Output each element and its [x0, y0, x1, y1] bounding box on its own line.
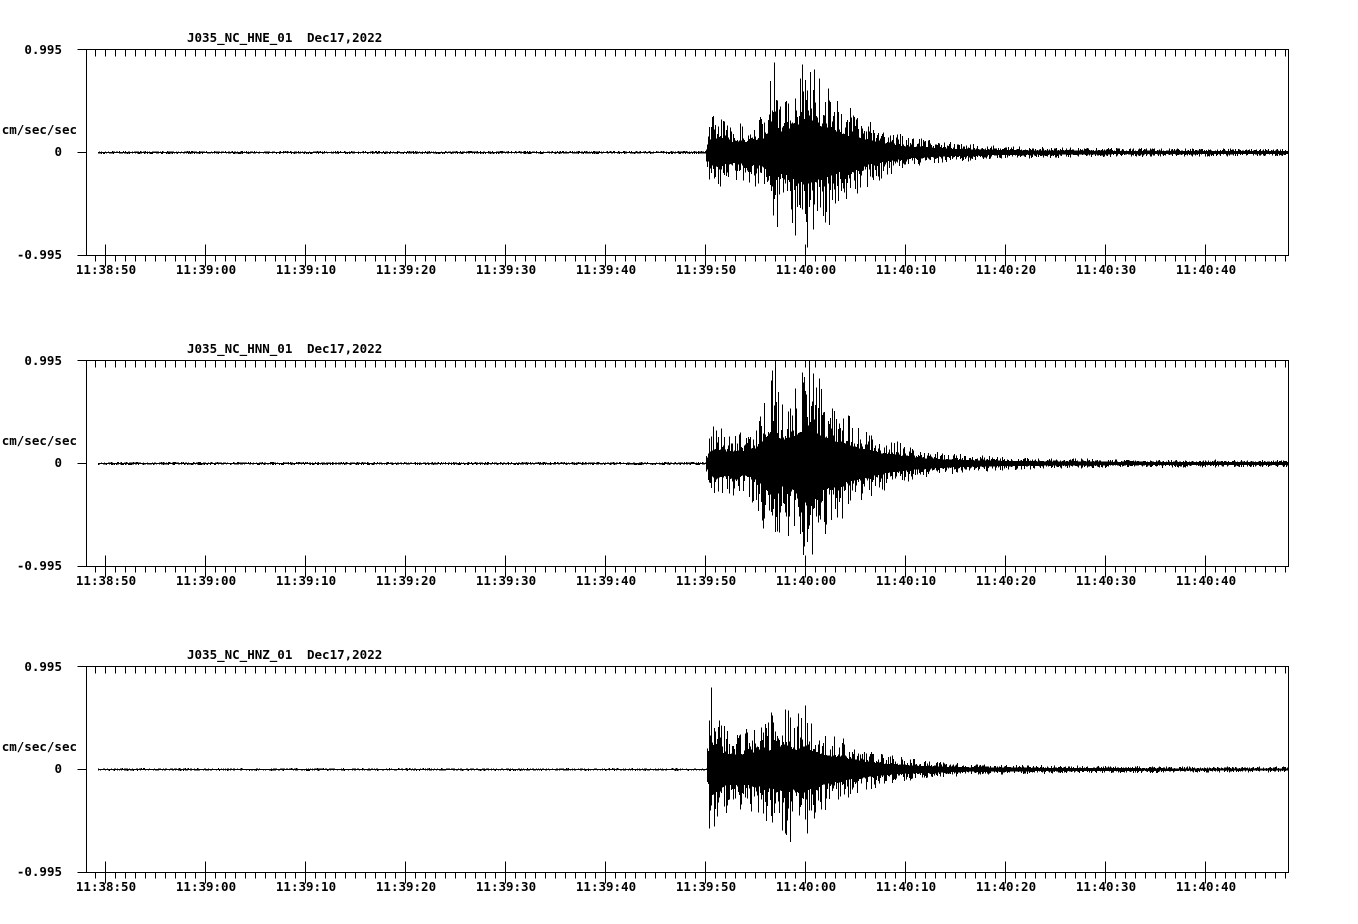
- y-axis-max-label: 0.995: [24, 353, 62, 368]
- y-axis-ticks: [77, 49, 87, 256]
- x-axis-tick-label: 11:39:10: [275, 262, 337, 277]
- waveform-trace: [98, 69, 1288, 230]
- panel-title-date: Dec17,2022: [307, 30, 383, 45]
- panel-title-date: Dec17,2022: [307, 647, 383, 662]
- seismogram-panel-hnz: J035_NC_HNZ_01 Dec17,2022 0.995 cm/sec/s…: [0, 617, 1358, 924]
- top-axis-ticks: [95, 666, 1286, 674]
- seismogram-plot-hnn: [77, 360, 1289, 578]
- y-axis-zero-label: 0: [54, 455, 62, 470]
- seismogram-panel-hnn: J035_NC_HNN_01 Dec17,2022 0.995 cm/sec/s…: [0, 311, 1358, 619]
- x-axis-tick-label: 11:38:50: [75, 262, 137, 277]
- panel-title-station: J035_NC_HNE_01: [187, 30, 293, 45]
- x-axis-tick-label: 11:40:10: [875, 262, 937, 277]
- waveform-spikes: [774, 62, 830, 248]
- waveform-trace: [98, 373, 1288, 555]
- x-axis-tick-label: 11:39:20: [375, 262, 437, 277]
- x-axis-tick-label: 11:40:00: [775, 879, 837, 894]
- x-axis-tick-label: 11:39:20: [375, 879, 437, 894]
- x-axis-tick-label: 11:39:20: [375, 573, 437, 588]
- x-axis-tick-label: 11:39:30: [475, 573, 537, 588]
- y-axis-min-label: -0.995: [16, 864, 62, 879]
- waveform-trace: [98, 710, 1288, 835]
- x-axis-tick-label: 11:39:40: [575, 262, 637, 277]
- plot-border: [86, 49, 1289, 256]
- x-axis-tick-label: 11:40:30: [1075, 879, 1137, 894]
- y-axis-ticks: [77, 360, 87, 567]
- y-axis-min-label: -0.995: [16, 247, 62, 262]
- y-axis-max-label: 0.995: [24, 42, 62, 57]
- waveform-spikes: [711, 687, 808, 842]
- x-axis-tick-label: 11:39:10: [275, 573, 337, 588]
- panel-title-station: J035_NC_HNN_01: [187, 341, 293, 356]
- y-axis-zero-label: 0: [54, 144, 62, 159]
- x-axis-tick-label: 11:38:50: [75, 573, 137, 588]
- x-axis-minor-ticks: [95, 872, 1286, 879]
- x-axis-tick-label: 11:39:00: [175, 262, 237, 277]
- x-axis-tick-label: 11:38:50: [75, 879, 137, 894]
- y-axis-ticks: [77, 666, 87, 873]
- x-axis-tick-label: 11:40:00: [775, 573, 837, 588]
- y-axis-max-label: 0.995: [24, 659, 62, 674]
- x-axis-tick-label: 11:40:40: [1175, 262, 1237, 277]
- x-axis-labels: 11:38:50 11:39:00 11:39:10 11:39:20 11:39:30…: [0, 263, 1358, 279]
- x-axis-tick-label: 11:40:20: [975, 573, 1037, 588]
- x-axis-tick-label: 11:40:30: [1075, 262, 1137, 277]
- plot-border: [86, 666, 1289, 873]
- panel-title-station: J035_NC_HNZ_01: [187, 647, 293, 662]
- waveform-spikes: [772, 360, 820, 555]
- x-axis-tick-label: 11:39:50: [675, 573, 737, 588]
- seismogram-plot-hne: [77, 49, 1289, 267]
- x-axis-labels: 11:38:50 11:39:00 11:39:10 11:39:20 11:39:30…: [0, 880, 1358, 896]
- x-axis-tick-label: 11:40:10: [875, 879, 937, 894]
- x-axis-tick-label: 11:40:30: [1075, 573, 1137, 588]
- x-axis-major-ticks: [105, 861, 1206, 884]
- x-axis-tick-label: 11:39:50: [675, 879, 737, 894]
- x-axis-tick-label: 11:39:00: [175, 573, 237, 588]
- y-axis-unit-label: cm/sec/sec: [1, 122, 77, 137]
- y-axis-unit-label: cm/sec/sec: [1, 433, 77, 448]
- x-axis-minor-ticks: [95, 566, 1286, 573]
- x-axis-tick-label: 11:39:30: [475, 262, 537, 277]
- x-axis-major-ticks: [105, 555, 1206, 578]
- x-axis-tick-label: 11:39:30: [475, 879, 537, 894]
- top-axis-ticks: [95, 49, 1286, 57]
- y-axis-min-label: -0.995: [16, 558, 62, 573]
- top-axis-ticks: [95, 360, 1286, 368]
- x-axis-tick-label: 11:40:10: [875, 573, 937, 588]
- x-axis-tick-label: 11:39:50: [675, 262, 737, 277]
- x-axis-tick-label: 11:39:40: [575, 879, 637, 894]
- panel-title-date: Dec17,2022: [307, 341, 383, 356]
- x-axis-tick-label: 11:39:40: [575, 573, 637, 588]
- plot-border: [86, 360, 1289, 567]
- x-axis-tick-label: 11:39:00: [175, 879, 237, 894]
- x-axis-labels: 11:38:50 11:39:00 11:39:10 11:39:20 11:39:30…: [0, 574, 1358, 590]
- x-axis-tick-label: 11:40:00: [775, 262, 837, 277]
- x-axis-tick-label: 11:40:40: [1175, 573, 1237, 588]
- seismogram-panel-hne: J035_NC_HNE_01 Dec17,2022 0.995 cm/sec/s…: [0, 0, 1358, 308]
- x-axis-tick-label: 11:40:20: [975, 879, 1037, 894]
- x-axis-minor-ticks: [95, 255, 1286, 262]
- seismogram-plot-hnz: [77, 666, 1289, 884]
- x-axis-tick-label: 11:40:20: [975, 262, 1037, 277]
- x-axis-tick-label: 11:39:10: [275, 879, 337, 894]
- x-axis-tick-label: 11:40:40: [1175, 879, 1237, 894]
- y-axis-zero-label: 0: [54, 761, 62, 776]
- y-axis-unit-label: cm/sec/sec: [1, 739, 77, 754]
- x-axis-major-ticks: [105, 244, 1206, 267]
